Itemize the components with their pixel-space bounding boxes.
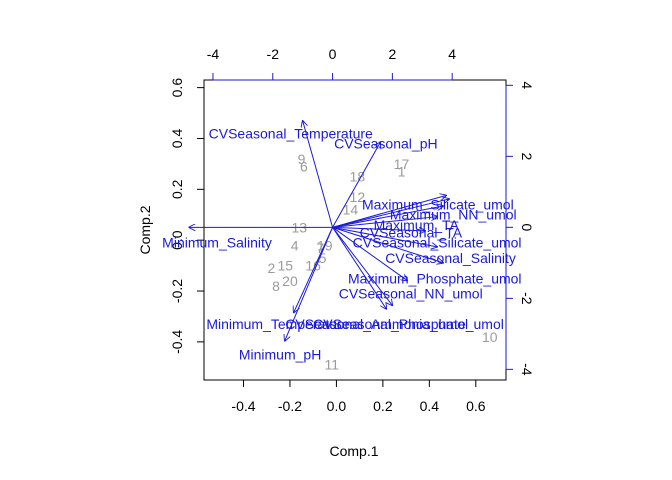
loading-label: Maximum_TA xyxy=(374,217,460,233)
loading-label: CVSeasonal_Temperature xyxy=(209,125,373,141)
top-tick-label: -2 xyxy=(267,46,280,62)
x-tick-label: 0.4 xyxy=(420,398,440,414)
right-tick-label: 0 xyxy=(519,223,535,231)
y-tick-label: -0.2 xyxy=(169,279,185,303)
loading-arrow xyxy=(332,217,438,228)
loading-label: Maximum_Phosphate_umol xyxy=(348,270,522,286)
loading-label: Maximum_Silicate_umol xyxy=(362,197,514,213)
observation-label: 12 xyxy=(350,189,366,205)
right-tick-label: 4 xyxy=(519,81,535,89)
observation-label: 11 xyxy=(324,357,339,373)
y-axis-title: Comp.2 xyxy=(137,205,153,254)
y-tick-label: 0.4 xyxy=(169,129,185,149)
loading-arrow xyxy=(332,226,438,247)
loading-arrow xyxy=(332,226,426,231)
loading-label: CVSeasonal_Phosphate_umol xyxy=(313,316,504,332)
loading-arrow xyxy=(303,121,334,228)
right-tick-label: -4 xyxy=(519,363,535,376)
loading-arrow xyxy=(332,195,447,228)
loading-label: CVSeasonal_TA xyxy=(360,225,463,241)
loading-label: CVSeasonal_pH xyxy=(334,136,438,152)
loading-arrow xyxy=(332,206,444,228)
loading-arrow xyxy=(332,142,381,228)
y-tick-label: 0.2 xyxy=(169,179,185,199)
observation-label: 8 xyxy=(272,278,280,294)
observation-label: 10 xyxy=(482,329,498,345)
right-tick-label: -2 xyxy=(519,292,535,305)
loading-label: Minimum_Salinity xyxy=(162,235,272,251)
observation-label: 15 xyxy=(278,258,294,274)
observation-label: 6 xyxy=(300,158,308,174)
y-tick-label: 0.6 xyxy=(169,78,185,98)
loading-label: CVSeasonal_Salinity xyxy=(385,250,516,266)
observation-label: 14 xyxy=(343,202,359,218)
loading-label: CVSeasonal_Ammonia_umol xyxy=(285,316,468,332)
observation-label: 7 xyxy=(316,240,324,256)
top-tick-label: 4 xyxy=(448,46,456,62)
loading-arrow xyxy=(332,227,387,309)
x-axis-title: Comp.1 xyxy=(329,443,378,459)
observation-label: 1 xyxy=(398,164,406,180)
observation-label: 20 xyxy=(282,273,298,289)
y-tick-label: -0.4 xyxy=(169,330,185,354)
loading-label: CVSeasonal_Silicate_umol xyxy=(353,235,522,251)
x-tick-label: 0.0 xyxy=(327,398,347,414)
observation-label: 2 xyxy=(267,260,275,276)
loading-label: Maximum_NN_umol xyxy=(390,207,517,223)
loading-label: CVSeasonal_NN_umol xyxy=(339,286,483,302)
loading-arrow xyxy=(285,227,334,341)
loading-arrow xyxy=(332,226,444,263)
x-tick-label: 0.6 xyxy=(466,398,486,414)
x-tick-label: -0.2 xyxy=(278,398,302,414)
observation-label: 18 xyxy=(350,169,366,185)
top-tick-label: -4 xyxy=(207,46,220,62)
observation-label: 9 xyxy=(298,151,306,167)
x-tick-label: -0.4 xyxy=(231,398,255,414)
observation-label: 17 xyxy=(394,156,410,172)
right-tick-label: 2 xyxy=(519,152,535,160)
top-tick-label: 0 xyxy=(329,46,337,62)
loading-label: Minimum_Temperature xyxy=(206,316,349,332)
loading-arrow xyxy=(332,226,408,280)
observation-label: 4 xyxy=(291,237,299,253)
top-tick-label: 2 xyxy=(388,46,396,62)
x-tick-label: 0.2 xyxy=(373,398,393,414)
loading-arrow xyxy=(332,227,393,305)
loading-label: Minimum_pH xyxy=(239,347,321,363)
loading-arrow xyxy=(332,199,450,228)
observation-label: 5 xyxy=(319,250,327,266)
y-tick-label: 0.0 xyxy=(169,230,185,250)
